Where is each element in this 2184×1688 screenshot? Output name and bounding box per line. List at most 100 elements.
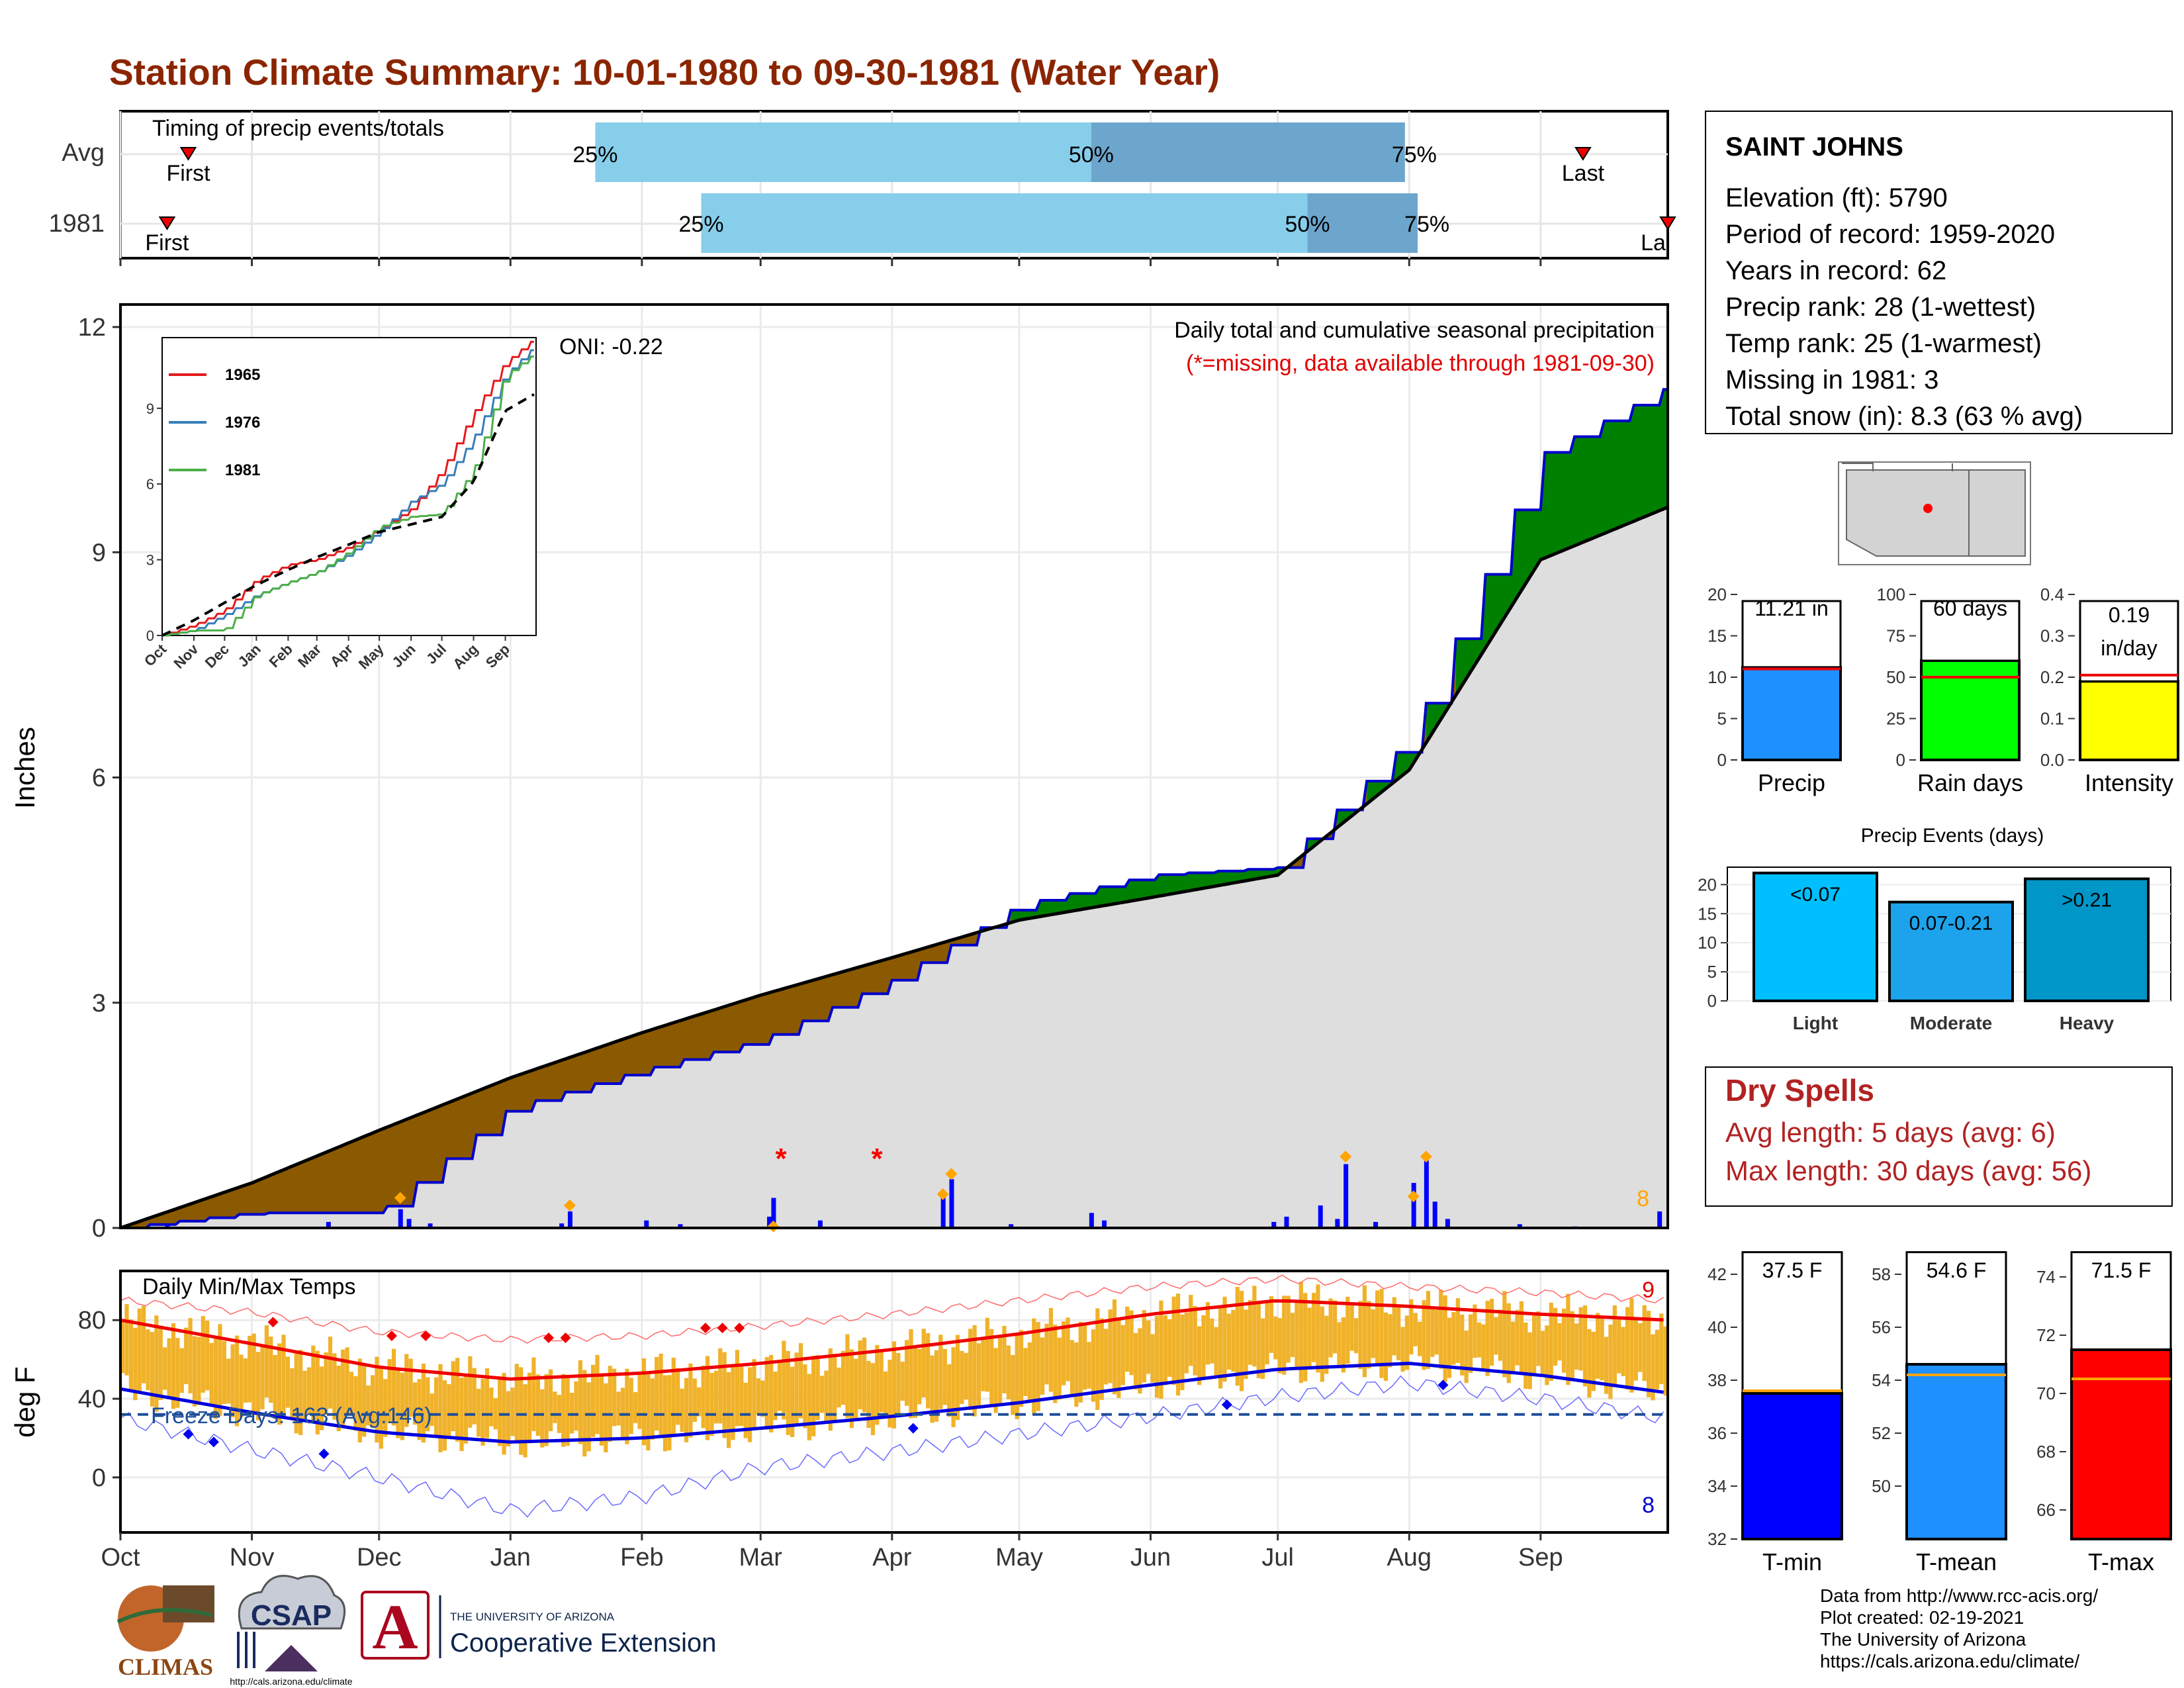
daily-temp-bar: [858, 1340, 862, 1410]
daily-temp-bar: [697, 1387, 702, 1417]
above-average-fill: [1367, 749, 1422, 804]
daily-temp-bar: [498, 1378, 502, 1446]
daily-temp-bar: [213, 1337, 218, 1419]
daily-temp-bar: [480, 1379, 485, 1446]
daily-temp-bar: [1536, 1311, 1541, 1366]
daily-temp-bar: [1252, 1286, 1257, 1367]
daily-precip-bar: [1009, 1224, 1014, 1228]
ua-block-a-icon: A: [372, 1591, 418, 1662]
summary-bar-box: [2079, 600, 2179, 682]
daily-temp-bar: [938, 1335, 943, 1409]
daily-temp-bar: [341, 1349, 345, 1427]
precip-y-label: Inches: [9, 727, 40, 809]
summary-bar-box: [1741, 600, 1842, 669]
timing-label: Timing of precip events/totals: [152, 116, 444, 141]
daily-temp-bar: [1201, 1315, 1206, 1379]
daily-temp-bar: [1091, 1329, 1096, 1402]
daily-temp-bar: [1596, 1313, 1600, 1379]
record-high-marker-icon: [543, 1332, 554, 1343]
daily-temp-bar: [519, 1367, 523, 1455]
daily-temp-bar: [201, 1316, 205, 1393]
daily-temp-bar: [786, 1350, 790, 1435]
daily-temp-bar: [1222, 1296, 1227, 1382]
temp-summary-tick-label: 58: [1872, 1264, 1891, 1284]
month-tick-label: Sep: [1518, 1544, 1563, 1571]
daily-temp-bar: [739, 1366, 744, 1427]
daily-temp-bar: [1392, 1297, 1396, 1356]
daily-precip-bar: [567, 1211, 572, 1228]
daily-temp-bar: [875, 1344, 880, 1425]
station-detail-line: Elevation (ft): 5790: [1725, 183, 1948, 212]
snow-marker-icon: [563, 1199, 576, 1211]
temp-summary-bar-t-max: [2070, 1348, 2172, 1540]
events-bar-moderate: [1888, 900, 2014, 1003]
daily-temp-bar: [137, 1308, 142, 1393]
daily-temp-bar: [688, 1363, 693, 1438]
summary-bar-1: [1920, 659, 2021, 761]
daily-temp-bar: [1651, 1334, 1655, 1401]
daily-temp-bar: [993, 1348, 998, 1413]
daily-precip-bar: [1335, 1219, 1340, 1228]
record-high-marker-icon: [420, 1331, 432, 1342]
daily-temp-bar: [1506, 1303, 1511, 1383]
daily-temp-bar: [692, 1378, 697, 1422]
daily-precip-bar: [1102, 1220, 1107, 1228]
daily-temp-bar: [1659, 1313, 1664, 1384]
daily-temp-bar: [1083, 1325, 1087, 1390]
first-event-label: First: [145, 230, 189, 256]
daily-temp-bar: [985, 1317, 989, 1392]
daily-temp-bar: [1418, 1321, 1422, 1356]
daily-temp-bar: [667, 1375, 672, 1451]
daily-temp-bar: [463, 1374, 469, 1444]
daily-temp-bar: [1015, 1335, 1019, 1419]
daily-temp-bar: [866, 1360, 871, 1429]
daily-temp-bar: [1040, 1337, 1045, 1395]
daily-temp-bar: [743, 1382, 748, 1438]
daily-precip-bar: [1284, 1216, 1289, 1228]
daily-temp-bar: [1303, 1293, 1308, 1382]
daily-temp-bar: [934, 1350, 939, 1422]
daily-temp-bar: [883, 1371, 888, 1415]
daily-temp-bar: [1582, 1305, 1588, 1387]
daily-temp-bar: [328, 1336, 333, 1409]
timing-q75-label: 75%: [1392, 142, 1437, 167]
dry-spells-max: Max length: 30 days (avg: 56): [1725, 1155, 2091, 1186]
dry-spells-box: Dry Spells Avg length: 5 days (avg: 6) M…: [1705, 1066, 2173, 1207]
record-low-marker-icon: [1437, 1380, 1449, 1391]
temp-summary-label: T-max: [2088, 1548, 2154, 1575]
daily-temp-bar: [981, 1336, 985, 1391]
daily-temp-bar: [1587, 1329, 1592, 1398]
daily-temp-bar: [434, 1377, 439, 1438]
daily-temp-bar: [306, 1367, 312, 1415]
daily-temp-bar: [1112, 1299, 1117, 1395]
daily-temp-bar: [1353, 1318, 1359, 1354]
daily-temp-bar: [234, 1335, 240, 1427]
month-tick-label: May: [995, 1544, 1043, 1571]
temp-summary-tick-label: 56: [1872, 1317, 1891, 1337]
footer-line-2: Plot created: 02-19-2021: [1820, 1607, 2024, 1628]
station-detail-line: Years in record: 62: [1725, 256, 1946, 285]
temp-y-tick-label: 0: [92, 1464, 106, 1492]
temp-summary-bar-t-mean: [1905, 1363, 2007, 1540]
daily-temp-bar: [1557, 1323, 1562, 1361]
daily-temp-bar: [192, 1336, 197, 1407]
inset-legend-label: 1976: [225, 414, 260, 432]
footer-line-3: The University of Arizona: [1820, 1629, 2026, 1650]
daily-temp-bar: [1171, 1296, 1176, 1385]
daily-temp-bar: [366, 1385, 371, 1426]
events-bar-label: Moderate: [1910, 1013, 1992, 1033]
record-high-marker-icon: [560, 1332, 571, 1343]
daily-precip-bar: [1343, 1164, 1349, 1228]
daily-temp-bar: [1498, 1309, 1502, 1361]
daily-temp-bar: [320, 1366, 324, 1430]
inset-lines: [161, 340, 535, 637]
daily-temp-bar: [277, 1343, 282, 1425]
daily-temp-bar: [1553, 1307, 1558, 1366]
daily-temp-bar: [1464, 1331, 1469, 1383]
daily-temp-bar: [472, 1368, 477, 1425]
daily-temp-bar: [1265, 1302, 1269, 1365]
daily-temp-bar: [332, 1353, 337, 1420]
daily-temp-bar: [650, 1378, 655, 1440]
month-tick-label: Oct: [101, 1544, 140, 1571]
daily-temp-bar: [1655, 1329, 1659, 1389]
